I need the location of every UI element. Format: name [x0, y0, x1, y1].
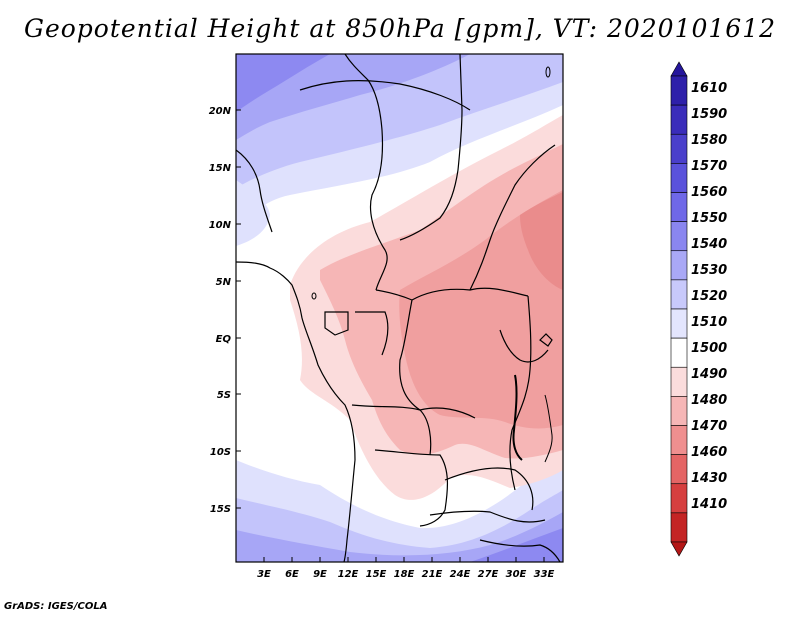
lat-tick-label: 5N [216, 277, 232, 288]
colorbar-segment [670, 104, 688, 135]
lon-tick-label: 30E [506, 569, 527, 580]
colorbar-label: 1460 [691, 445, 727, 460]
colorbar-top-arrow [670, 61, 688, 77]
lon-tick-label: 27E [478, 569, 499, 580]
colorbar-label: 1580 [691, 133, 727, 148]
lon-tick-label: 18E [394, 569, 415, 580]
axis-ticks [236, 109, 545, 562]
colorbar-segment [670, 366, 688, 397]
colorbar-label: 1510 [691, 315, 727, 330]
colorbar-segment [670, 250, 688, 281]
colorbar-segment [670, 512, 688, 543]
lat-tick-label: EQ [216, 334, 232, 345]
contour-1540-north [236, 54, 470, 140]
colorbar-segment [670, 308, 688, 339]
colorbar-segment [670, 483, 688, 514]
lon-tick-label: 24E [450, 569, 471, 580]
colorbar-segment [670, 425, 688, 455]
lat-tick-label: 10S [210, 447, 231, 458]
colorbar-label: 1520 [691, 289, 727, 304]
colorbar-label: 1530 [691, 263, 727, 278]
colorbar-segment [670, 75, 688, 106]
colorbar-label: 1490 [691, 367, 727, 382]
contour-1480-b [520, 192, 563, 290]
contour-1550-north [236, 54, 330, 112]
colorbar-label: 1410 [691, 497, 727, 512]
colorbar-segment [670, 221, 688, 252]
lon-tick-labels: 3E 6E 9E 12E 15E 18E 21E 24E 27E 30E 33E [257, 569, 554, 580]
lat-tick-label: 15N [209, 163, 232, 174]
colorbar-segment [670, 163, 688, 193]
lon-tick-label: 3E [257, 569, 271, 580]
chart-title: Geopotential Height at 850hPa [gpm], VT:… [23, 14, 777, 43]
lakes [311, 66, 553, 463]
colorbar-bottom-arrow [670, 541, 688, 557]
lon-tick-label: 15E [366, 569, 387, 580]
lat-tick-label: 10N [209, 220, 232, 231]
colorbar-label: 1590 [691, 107, 727, 122]
colorbar-segment [670, 192, 688, 222]
map-frame [235, 53, 564, 563]
contour-1540-south [236, 512, 563, 562]
contour-1550-south [470, 528, 563, 562]
colorbar-segment [670, 337, 688, 368]
grads-credit: GrADS: IGES/COLA [4, 601, 108, 612]
lat-tick-labels: 20N 15N 10N 5N EQ 5S 10S 15S [209, 106, 232, 515]
contour-1480 [399, 190, 563, 429]
lat-tick-label: 20N [209, 106, 232, 117]
height-contours [236, 54, 563, 562]
colorbar-segment [670, 454, 688, 485]
colorbar-label: 1560 [691, 185, 727, 200]
colorbar-label: 1610 [691, 81, 727, 96]
colorbar [670, 61, 688, 557]
lon-tick-label: 21E [422, 569, 443, 580]
colorbar-label: 1550 [691, 211, 727, 226]
colorbar-label: 1430 [691, 471, 727, 486]
lon-tick-label: 6E [285, 569, 299, 580]
lat-tick-label: 5S [217, 390, 231, 401]
contour-1530-south [236, 490, 563, 562]
lon-tick-label: 12E [338, 569, 359, 580]
colorbar-segment [670, 279, 688, 310]
colorbar-labels: 1610 1590 1580 1570 1560 1550 1540 1530 … [691, 81, 727, 512]
colorbar-label: 1480 [691, 393, 727, 408]
colorbar-label: 1500 [691, 341, 727, 356]
contour-1520-west [236, 180, 270, 246]
colorbar-label: 1570 [691, 159, 727, 174]
lon-tick-label: 9E [313, 569, 327, 580]
lat-tick-label: 15S [210, 504, 231, 515]
colorbar-label: 1540 [691, 237, 727, 252]
country-borders [236, 54, 561, 562]
colorbar-segment [670, 133, 688, 164]
colorbar-label: 1470 [691, 419, 727, 434]
colorbar-segment [670, 396, 688, 426]
lon-tick-label: 33E [534, 569, 555, 580]
